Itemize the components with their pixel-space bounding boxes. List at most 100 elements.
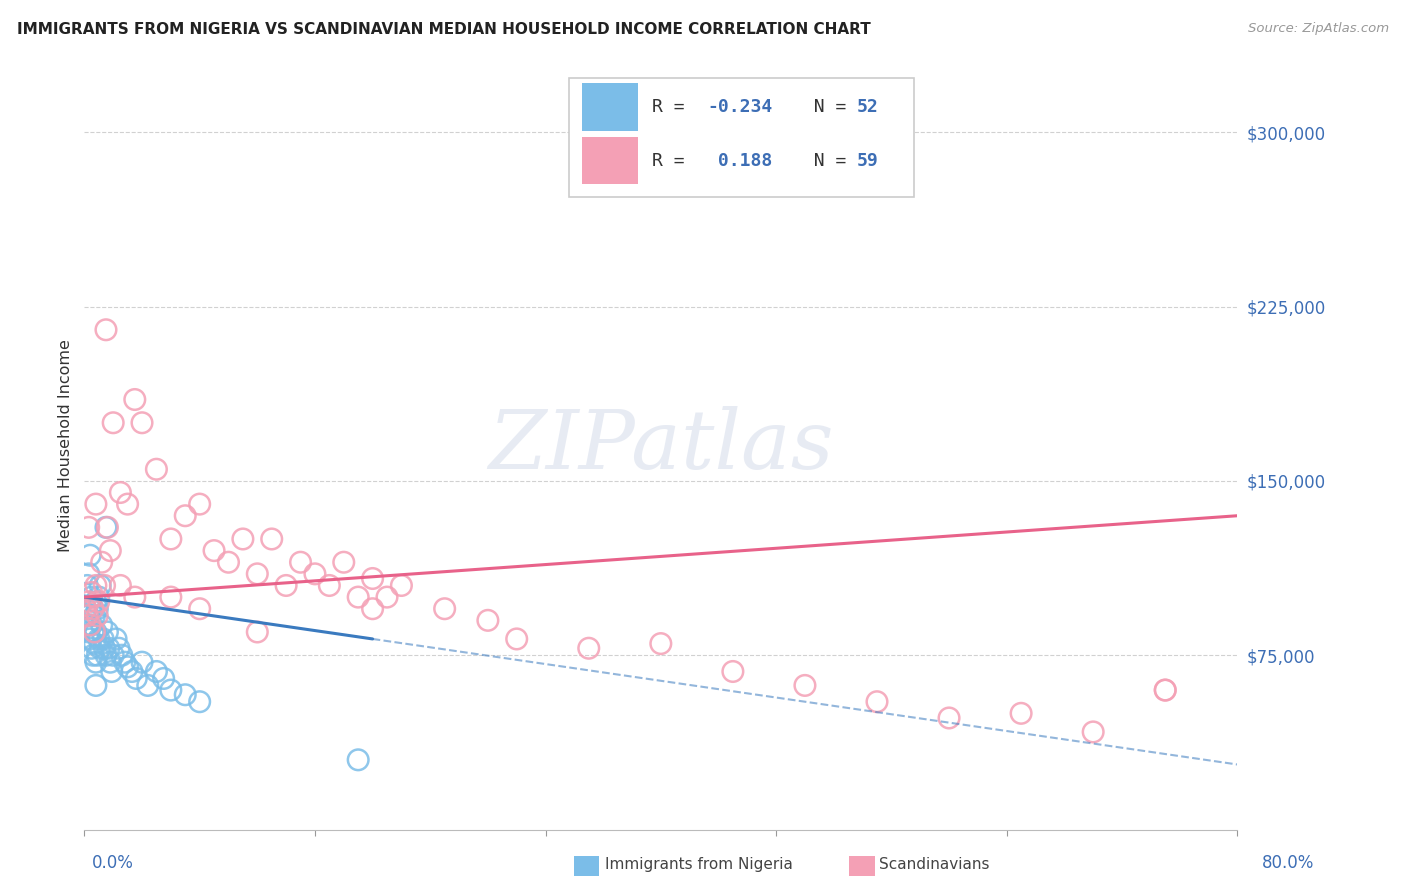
Point <box>145 665 167 679</box>
Point <box>84 595 107 609</box>
Text: 80.0%: 80.0% <box>1263 855 1315 872</box>
Bar <box>582 136 638 185</box>
Text: Scandinavians: Scandinavians <box>879 857 990 872</box>
Point <box>721 665 744 679</box>
Point <box>866 695 889 709</box>
Point <box>90 618 112 632</box>
Point <box>79 548 101 562</box>
Point <box>82 601 104 615</box>
Point <box>1083 725 1105 739</box>
Point <box>232 532 254 546</box>
Point <box>304 566 326 581</box>
Text: R =: R = <box>651 98 695 116</box>
Point <box>347 753 370 767</box>
Point <box>246 624 269 639</box>
Point <box>114 655 136 669</box>
Text: 0.188: 0.188 <box>707 152 772 169</box>
Point <box>124 590 146 604</box>
Point <box>276 578 298 592</box>
Point <box>375 590 398 604</box>
Point <box>83 637 105 651</box>
Point <box>86 601 108 615</box>
Point <box>93 641 115 656</box>
Point <box>100 665 122 679</box>
Text: 0.0%: 0.0% <box>91 855 134 872</box>
Point <box>1154 683 1177 698</box>
Point <box>131 416 153 430</box>
Point <box>105 632 128 646</box>
Point <box>794 678 817 692</box>
Point <box>87 595 110 609</box>
Point <box>77 520 100 534</box>
Point <box>108 641 131 656</box>
Bar <box>582 83 638 131</box>
Point <box>111 648 134 663</box>
Point <box>124 392 146 407</box>
Point <box>333 555 356 569</box>
Point <box>188 601 211 615</box>
Point <box>246 566 269 581</box>
Point <box>89 578 111 592</box>
Point <box>77 624 100 639</box>
Point <box>82 624 104 639</box>
Point <box>84 624 107 639</box>
Point <box>938 711 960 725</box>
Point <box>82 601 104 615</box>
Point <box>202 543 225 558</box>
Point <box>80 618 103 632</box>
Point <box>136 678 159 692</box>
Point <box>94 648 117 663</box>
Text: 59: 59 <box>856 152 879 169</box>
Point <box>188 497 211 511</box>
Point <box>80 590 103 604</box>
Text: 52: 52 <box>856 98 879 116</box>
Point <box>391 578 413 592</box>
Text: N =: N = <box>792 98 858 116</box>
Point <box>131 655 153 669</box>
Point <box>98 655 121 669</box>
Text: Source: ZipAtlas.com: Source: ZipAtlas.com <box>1249 22 1389 36</box>
Point <box>650 637 672 651</box>
Point <box>477 613 499 627</box>
Point <box>84 678 107 692</box>
Text: ZIPatlas: ZIPatlas <box>488 406 834 486</box>
Point <box>218 555 240 569</box>
Point <box>80 585 103 599</box>
Point <box>260 532 283 546</box>
Point <box>84 578 107 592</box>
Point <box>77 566 100 581</box>
Point <box>506 632 529 646</box>
Point <box>89 641 111 656</box>
Point <box>160 590 183 604</box>
Point <box>76 608 98 623</box>
Point <box>98 543 121 558</box>
Point <box>103 648 124 663</box>
Point <box>121 665 143 679</box>
Point <box>145 462 167 476</box>
Text: R =: R = <box>651 152 695 169</box>
Point <box>86 648 108 663</box>
Point <box>75 601 97 615</box>
Point <box>87 590 110 604</box>
Point <box>79 632 101 646</box>
Point <box>87 632 110 646</box>
Point <box>82 648 104 663</box>
Point <box>347 590 370 604</box>
Point <box>160 532 183 546</box>
Point <box>578 641 600 656</box>
Point <box>84 497 107 511</box>
Point <box>91 632 114 646</box>
Point <box>83 624 105 639</box>
Point <box>152 672 174 686</box>
Text: IMMIGRANTS FROM NIGERIA VS SCANDINAVIAN MEDIAN HOUSEHOLD INCOME CORRELATION CHAR: IMMIGRANTS FROM NIGERIA VS SCANDINAVIAN … <box>17 22 870 37</box>
Point <box>1154 683 1177 698</box>
Point <box>96 624 118 639</box>
Point <box>188 695 211 709</box>
Point <box>86 608 108 623</box>
Point <box>290 555 312 569</box>
Point <box>93 578 115 592</box>
Point <box>77 608 100 623</box>
Point <box>80 641 103 656</box>
Point <box>94 520 117 534</box>
Point <box>110 485 132 500</box>
